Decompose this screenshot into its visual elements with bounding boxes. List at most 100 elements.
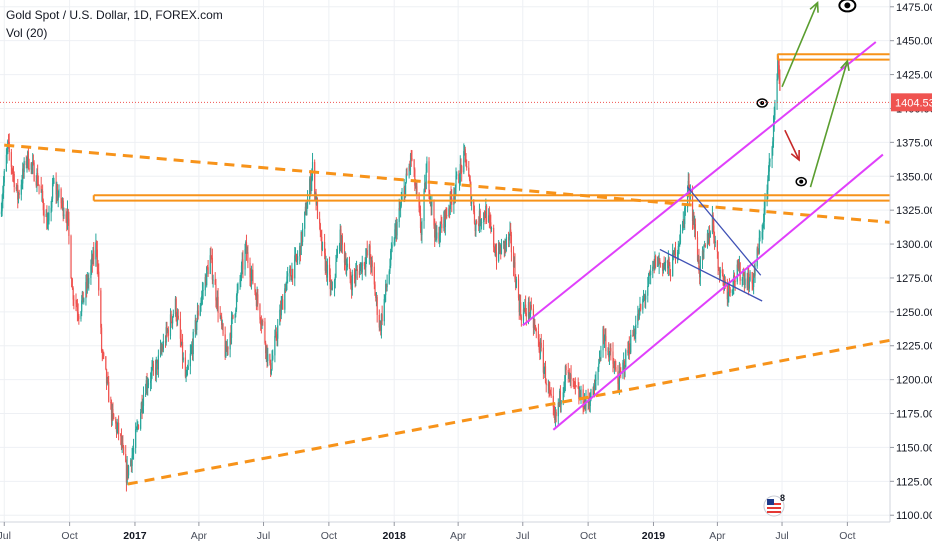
candle-body — [346, 263, 348, 268]
candle-body — [56, 190, 59, 200]
candle-body — [708, 232, 710, 243]
channel-line[interactable] — [552, 153, 884, 431]
price-tick-label: 1425.00 — [896, 70, 932, 82]
candle-body — [161, 348, 163, 351]
candle-body — [5, 154, 7, 172]
candle-body — [598, 363, 600, 368]
candle-body — [597, 367, 599, 380]
chart-legend: Gold Spot / U.S. Dollar, 1D, FOREX.com V… — [6, 6, 223, 42]
candle-body — [583, 408, 585, 410]
candle-body — [544, 366, 546, 370]
candle-body — [419, 207, 421, 214]
candle-body — [539, 349, 541, 354]
candle-body — [394, 229, 396, 242]
candle-body — [2, 192, 4, 202]
candle-body — [560, 400, 562, 405]
candle-body — [277, 325, 279, 339]
candle-body — [758, 237, 760, 253]
candle-body — [116, 426, 118, 433]
candle-body — [563, 386, 565, 393]
candle-body — [48, 212, 50, 221]
candle-body — [635, 324, 637, 335]
time-tick-month-label: Oct — [321, 530, 337, 542]
candle-body — [615, 366, 617, 372]
candle-body — [478, 210, 481, 227]
candle-body — [767, 179, 769, 190]
candle-body — [568, 372, 570, 374]
candle-body — [554, 413, 556, 421]
candle-body — [56, 190, 58, 195]
dashed-trendline[interactable] — [127, 338, 891, 486]
candle-body — [572, 378, 574, 382]
candle-body — [498, 243, 500, 262]
candle-body — [70, 235, 72, 279]
bearish-arrow[interactable] — [784, 129, 800, 161]
candle-body — [673, 251, 675, 256]
candle-body — [37, 183, 39, 185]
candle-body — [604, 336, 606, 338]
dashed-trendline[interactable] — [4, 143, 891, 224]
candle-body — [523, 309, 525, 311]
channel-line[interactable] — [522, 41, 877, 327]
candle-body — [3, 171, 5, 183]
candle-body — [605, 336, 607, 352]
candle-body — [235, 309, 237, 314]
candle-body — [396, 221, 398, 236]
bullish-arrow[interactable] — [781, 2, 819, 88]
candle-body — [500, 243, 503, 255]
candle-body — [87, 278, 89, 284]
candle-body — [607, 350, 609, 352]
candle-body — [664, 260, 667, 264]
candle-body — [609, 348, 611, 353]
candle-body — [406, 173, 408, 176]
candle-body — [425, 172, 427, 190]
candle-body — [11, 166, 13, 172]
candle-body — [295, 254, 297, 259]
candle-body — [655, 256, 657, 267]
candle-body — [127, 466, 130, 476]
candle-body — [456, 174, 458, 176]
candle-body — [67, 209, 69, 219]
symbol-title[interactable]: Gold Spot / U.S. Dollar, 1D, FOREX.com — [6, 8, 223, 22]
candle-body — [424, 182, 427, 190]
candle-body — [88, 277, 90, 284]
candle-body — [395, 225, 397, 236]
candle-body — [221, 316, 223, 325]
candle-body — [493, 227, 495, 248]
candle-body — [490, 227, 493, 230]
candle-body — [100, 290, 102, 328]
candle-body — [734, 281, 736, 283]
candle-body — [16, 185, 18, 190]
candle-body — [707, 233, 709, 243]
candle-body — [518, 297, 520, 313]
candle-body — [478, 223, 480, 227]
candle-body — [338, 245, 341, 250]
candle-body — [211, 255, 213, 258]
candle-body — [399, 208, 401, 209]
bullish-arrow[interactable] — [809, 60, 849, 188]
candle-body — [549, 390, 552, 394]
candle-body — [131, 455, 133, 467]
candle-body — [365, 257, 367, 268]
wedge-line[interactable] — [687, 186, 762, 276]
candle-body — [499, 247, 501, 252]
candle-body — [683, 219, 685, 225]
candle-body — [430, 199, 432, 207]
candle-body — [125, 454, 127, 462]
volume-indicator-label[interactable]: Vol (20) — [6, 26, 48, 40]
candle-body — [23, 161, 25, 173]
candle-body — [27, 151, 29, 161]
candle-body — [179, 318, 182, 339]
candle-body — [191, 346, 194, 355]
candle-body — [449, 208, 451, 210]
candle-body — [363, 262, 365, 266]
candle-body — [640, 304, 642, 310]
candle-body — [704, 245, 706, 247]
candle-body — [150, 371, 152, 381]
candle-body — [408, 166, 410, 176]
last-price-tag[interactable] — [891, 93, 932, 112]
price-tick-label: 1300.00 — [896, 239, 932, 251]
wedge-line[interactable] — [659, 248, 763, 302]
